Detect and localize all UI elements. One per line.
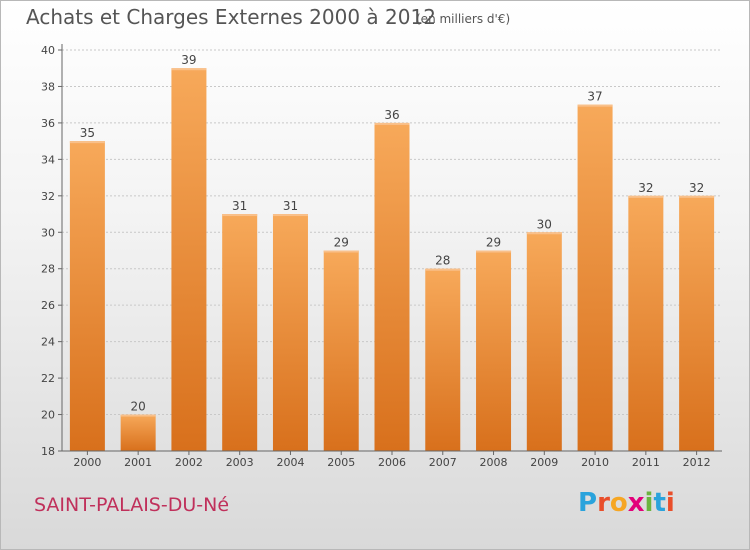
logo-letter: P xyxy=(578,488,598,518)
x-tick-label: 2009 xyxy=(530,456,558,469)
x-tick-label: 2005 xyxy=(327,456,355,469)
bar-value-label: 36 xyxy=(384,108,399,122)
bar xyxy=(69,141,105,452)
bar-value-label: 29 xyxy=(334,236,349,250)
bar-top-edge xyxy=(69,141,105,144)
logo-letter: i xyxy=(644,488,654,518)
bar xyxy=(222,214,258,451)
bar-top-edge xyxy=(476,250,512,253)
y-tick-label: 18 xyxy=(41,445,55,458)
bar xyxy=(679,195,715,451)
proxiti-logo[interactable]: Proxiti xyxy=(578,488,675,518)
y-tick-label: 26 xyxy=(41,299,55,312)
logo-letter: o xyxy=(609,488,628,518)
bar-top-edge xyxy=(120,414,156,417)
bar-value-label: 32 xyxy=(638,181,653,195)
bar xyxy=(120,414,156,451)
bar xyxy=(476,250,512,451)
x-tick-label: 2002 xyxy=(175,456,203,469)
bar-top-edge xyxy=(679,195,715,198)
bar xyxy=(171,68,207,452)
city-name: SAINT-PALAIS-DU-Né xyxy=(34,494,230,516)
x-tick-label: 2004 xyxy=(276,456,304,469)
logo-letter: r xyxy=(597,488,610,518)
logo-letter: i xyxy=(665,488,675,518)
y-tick-label: 28 xyxy=(41,263,55,276)
chart-subtitle: (en milliers d'€) xyxy=(416,12,511,26)
x-tick-label: 2000 xyxy=(73,456,101,469)
bar xyxy=(628,195,664,451)
bar-value-label: 31 xyxy=(232,199,247,213)
bar-value-label: 32 xyxy=(689,181,704,195)
bar xyxy=(425,268,461,451)
x-tick-label: 2006 xyxy=(378,456,406,469)
x-tick-label: 2003 xyxy=(226,456,254,469)
y-tick-label: 30 xyxy=(41,226,55,239)
bar-top-edge xyxy=(272,214,308,217)
bar xyxy=(323,250,359,451)
x-tick-label: 2011 xyxy=(632,456,660,469)
bar xyxy=(374,122,410,451)
bar-value-label: 28 xyxy=(435,254,450,268)
x-tick-label: 2012 xyxy=(683,456,711,469)
y-tick-label: 36 xyxy=(41,117,55,130)
chart-title: Achats et Charges Externes 2000 à 2012 xyxy=(26,5,436,29)
bar xyxy=(526,232,562,451)
bar-top-edge xyxy=(577,104,613,107)
y-tick-label: 32 xyxy=(41,190,55,203)
x-tick-label: 2008 xyxy=(480,456,508,469)
bar-top-edge xyxy=(323,250,359,253)
y-tick-label: 40 xyxy=(41,44,55,57)
bar-top-edge xyxy=(425,268,461,271)
y-tick-label: 20 xyxy=(41,409,55,422)
logo-letter: x xyxy=(627,488,645,518)
y-tick-label: 38 xyxy=(41,80,55,93)
bar-value-label: 30 xyxy=(537,217,552,231)
x-tick-label: 2007 xyxy=(429,456,457,469)
y-tick-label: 22 xyxy=(41,372,55,385)
bar-value-label: 35 xyxy=(80,126,95,140)
bar-top-edge xyxy=(374,122,410,125)
x-tick-label: 2010 xyxy=(581,456,609,469)
bar-value-label: 20 xyxy=(131,400,146,414)
bar-top-edge xyxy=(526,232,562,235)
bar xyxy=(272,214,308,451)
logo-letter: t xyxy=(653,488,666,518)
bar-top-edge xyxy=(628,195,664,198)
bar-top-edge xyxy=(222,214,258,217)
bar xyxy=(577,104,613,451)
bar-top-edge xyxy=(171,68,207,71)
y-tick-label: 34 xyxy=(41,153,55,166)
bar-value-label: 37 xyxy=(587,90,602,104)
x-tick-label: 2001 xyxy=(124,456,152,469)
bar-value-label: 29 xyxy=(486,236,501,250)
y-tick-label: 24 xyxy=(41,336,55,349)
bar-value-label: 39 xyxy=(181,53,196,67)
bar-value-label: 31 xyxy=(283,199,298,213)
